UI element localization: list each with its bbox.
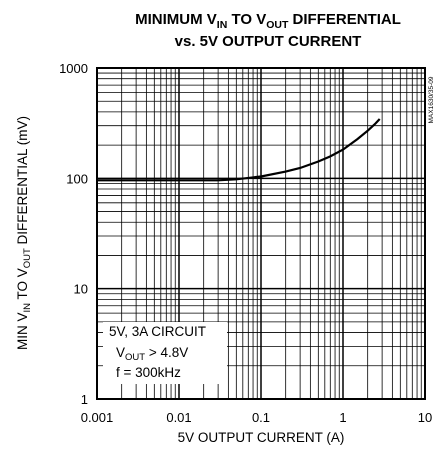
- series-line: [97, 118, 381, 182]
- chart-title-line1: MINIMUM VIN TO VOUT DIFFERENTIAL: [135, 11, 401, 31]
- x-tick-label: 10: [418, 410, 432, 425]
- y-tick-label: 10: [74, 282, 88, 297]
- annotation-box: [103, 322, 227, 384]
- chart-title-line2: vs. 5V OUTPUT CURRENT: [175, 33, 362, 50]
- y-axis-label: MIN VIN TO VOUT DIFFERENTIAL (mV): [15, 116, 33, 350]
- y-tick-label: 1: [81, 392, 88, 407]
- x-tick-label: 1: [339, 410, 346, 425]
- annotation-line1: 5V, 3A CIRCUIT: [109, 324, 206, 339]
- x-tick-label: 0.001: [81, 410, 114, 425]
- y-tick-labels: 1 10 100 1000: [59, 61, 88, 407]
- annotation-line3: f = 300kHz: [116, 365, 181, 380]
- plot-frame: [96, 67, 426, 400]
- x-axis-label: 5V OUTPUT CURRENT (A): [178, 430, 345, 445]
- y-tick-label: 1000: [59, 61, 88, 76]
- grid: [96, 68, 425, 400]
- figure-code: MAX1630/35-09: [428, 76, 435, 123]
- annotation-line2: VOUT > 4.8V: [116, 345, 188, 363]
- y-tick-label: 100: [66, 171, 88, 186]
- x-tick-label: 0.1: [252, 410, 270, 425]
- annotation: 5V, 3A CIRCUIT VOUT > 4.8V f = 300kHz: [103, 322, 227, 384]
- x-tick-label: 0.01: [166, 410, 191, 425]
- x-tick-labels: 0.001 0.01 0.1 1 10: [81, 410, 433, 425]
